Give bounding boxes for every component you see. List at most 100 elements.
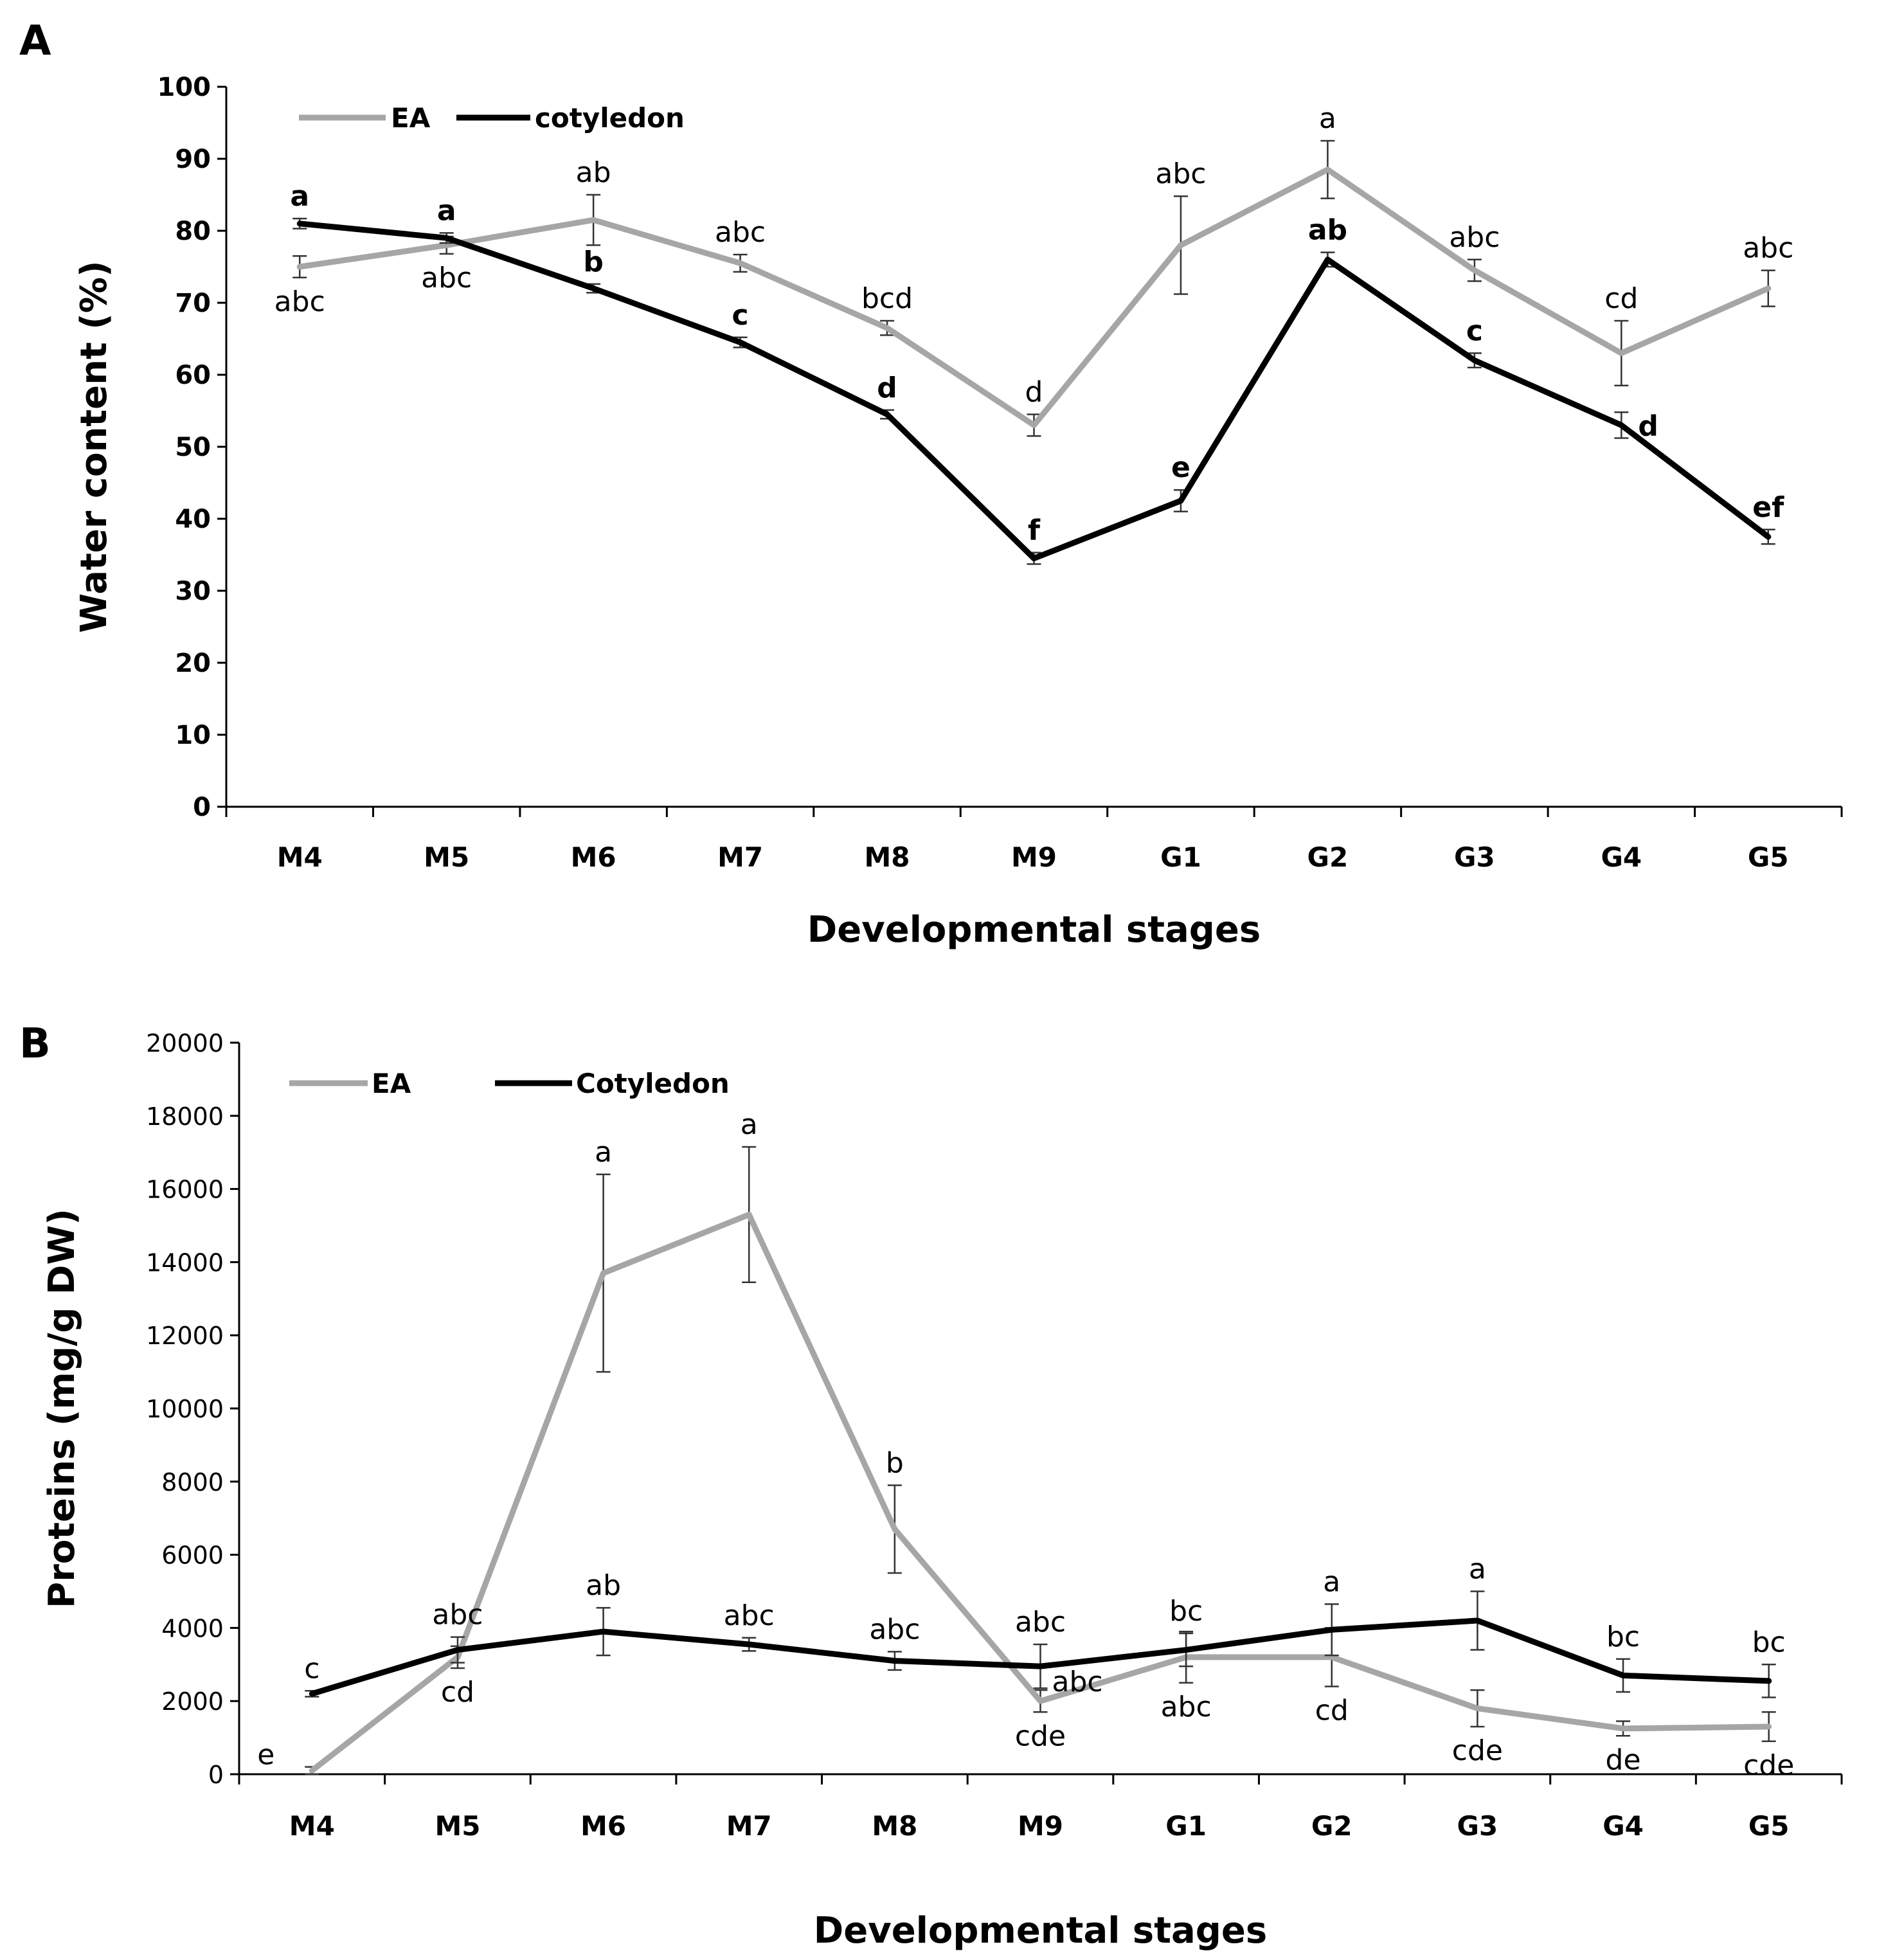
y-axis-title: Water content (%) [73, 260, 115, 633]
significance-letter: ab [1308, 214, 1347, 247]
significance-letter: d [1025, 376, 1043, 409]
y-tick-label: 0 [193, 793, 211, 822]
y-axis-title: Proteins (mg/g DW) [41, 1209, 83, 1608]
x-tick-label: M9 [1011, 841, 1057, 873]
significance-letter: abc [432, 1599, 483, 1632]
significance-letter: cd [1315, 1694, 1349, 1727]
significance-letter: abc [1161, 1691, 1212, 1723]
significance-letter: cd [441, 1676, 474, 1709]
y-tick-label: 20 [175, 649, 211, 678]
significance-letter: bcd [861, 282, 913, 315]
y-tick-label: 100 [157, 73, 211, 102]
x-tick-label: M7 [726, 1810, 772, 1842]
significance-letter: d [877, 372, 897, 404]
y-tick-label: 2000 [161, 1687, 224, 1716]
significance-letter: b [583, 246, 604, 278]
y-tick-label: 14000 [146, 1248, 224, 1277]
significance-letter: abc [1015, 1606, 1066, 1639]
significance-letter: a [437, 194, 456, 227]
significance-letter: abc [715, 216, 766, 249]
y-tick-label: 60 [175, 361, 211, 390]
x-tick-label: M5 [435, 1810, 480, 1842]
y-tick-label: 12000 [146, 1322, 224, 1350]
significance-letter: ab [586, 1569, 621, 1602]
x-tick-label: G2 [1307, 841, 1349, 873]
significance-letter: a [741, 1108, 758, 1141]
series-line [309, 1617, 1772, 1697]
series-line [296, 220, 1772, 562]
x-tick-label: M7 [717, 841, 763, 873]
significance-letter: bc [1752, 1626, 1786, 1659]
y-tick-label: 8000 [161, 1468, 224, 1497]
significance-letter: e [257, 1738, 274, 1771]
x-tick-label: M9 [1018, 1810, 1063, 1842]
panel-a: A 0 10 20 30 40 50 60 70 80 90 100 M4 M5 M6 M7 M8 M9 G1 G2 G… [19, 17, 1843, 951]
series-line [309, 1211, 1772, 1774]
x-tick-label: M4 [277, 841, 323, 873]
significance-letter: a [1469, 1553, 1486, 1586]
significance-letter: d [1638, 409, 1658, 442]
y-tick-label: 70 [175, 289, 211, 318]
significance-letter: c [304, 1652, 319, 1685]
y-tick-label: 0 [208, 1761, 224, 1789]
y-tick-label: 4000 [161, 1614, 224, 1642]
y-tick-label: 90 [175, 145, 211, 174]
significance-letter: abc [1743, 232, 1793, 265]
x-tick-label: G1 [1160, 841, 1201, 873]
x-tick-label: G5 [1748, 841, 1789, 873]
x-tick-label: G3 [1454, 841, 1495, 873]
significance-letter: e [1171, 451, 1190, 484]
significance-letter: c [1466, 314, 1483, 347]
x-tick-label: M6 [571, 841, 616, 873]
y-tick-label: 40 [175, 505, 211, 534]
y-tick-label: 20000 [146, 1029, 224, 1057]
y-tick-label: 80 [175, 217, 211, 246]
significance-letter: a [290, 180, 309, 213]
significance-letter: ef [1752, 491, 1784, 524]
x-tick-label: M8 [865, 841, 910, 873]
x-tick-label: M5 [424, 841, 469, 873]
legend-label: EA [372, 1068, 411, 1099]
significance-letter: a [1319, 102, 1336, 135]
x-tick-label: G3 [1457, 1810, 1498, 1842]
y-tick-label: 10 [175, 721, 211, 750]
significance-letter: abc [1449, 221, 1500, 254]
x-tick-label: G4 [1601, 841, 1642, 873]
y-tick-label: 18000 [146, 1102, 224, 1131]
y-tick-label: 16000 [146, 1176, 224, 1204]
x-tick-label: M6 [580, 1810, 626, 1842]
significance-letter: c [732, 299, 749, 332]
significance-letter: ab [576, 156, 611, 189]
significance-letter: b [886, 1446, 904, 1479]
significance-letter: abc [1155, 157, 1206, 190]
y-tick-label: 50 [175, 433, 211, 462]
x-tick-label: G5 [1748, 1810, 1790, 1842]
panel-b: B 0 2000 4000 6000 8000 10000 12000 14000 16000 18… [19, 1020, 1843, 1952]
y-tick-label: 6000 [161, 1542, 224, 1570]
x-tick-label: M8 [872, 1810, 917, 1842]
significance-letter: abc [274, 285, 325, 318]
significance-letter: a [595, 1136, 612, 1169]
x-tick-label: G1 [1165, 1810, 1207, 1842]
x-axis-title: Developmental stages [807, 909, 1261, 951]
significance-letter: cde [1015, 1720, 1066, 1752]
y-tick-label: 30 [175, 577, 211, 606]
x-tick-label: G4 [1603, 1810, 1644, 1842]
significance-letter: abc [421, 262, 472, 294]
significance-letter: abc [724, 1599, 775, 1632]
panel-letter: B [19, 1020, 51, 1068]
x-tick-label: M4 [289, 1810, 335, 1842]
significance-letter: de [1606, 1743, 1641, 1776]
significance-letter: bc [1606, 1621, 1640, 1653]
significance-letter: cde [1452, 1734, 1503, 1767]
significance-letter: bc [1169, 1595, 1203, 1628]
significance-letter: cde [1743, 1749, 1794, 1782]
series-line [296, 166, 1772, 428]
legend-label: cotyledon [535, 102, 685, 134]
significance-letter: cd [1604, 282, 1638, 315]
